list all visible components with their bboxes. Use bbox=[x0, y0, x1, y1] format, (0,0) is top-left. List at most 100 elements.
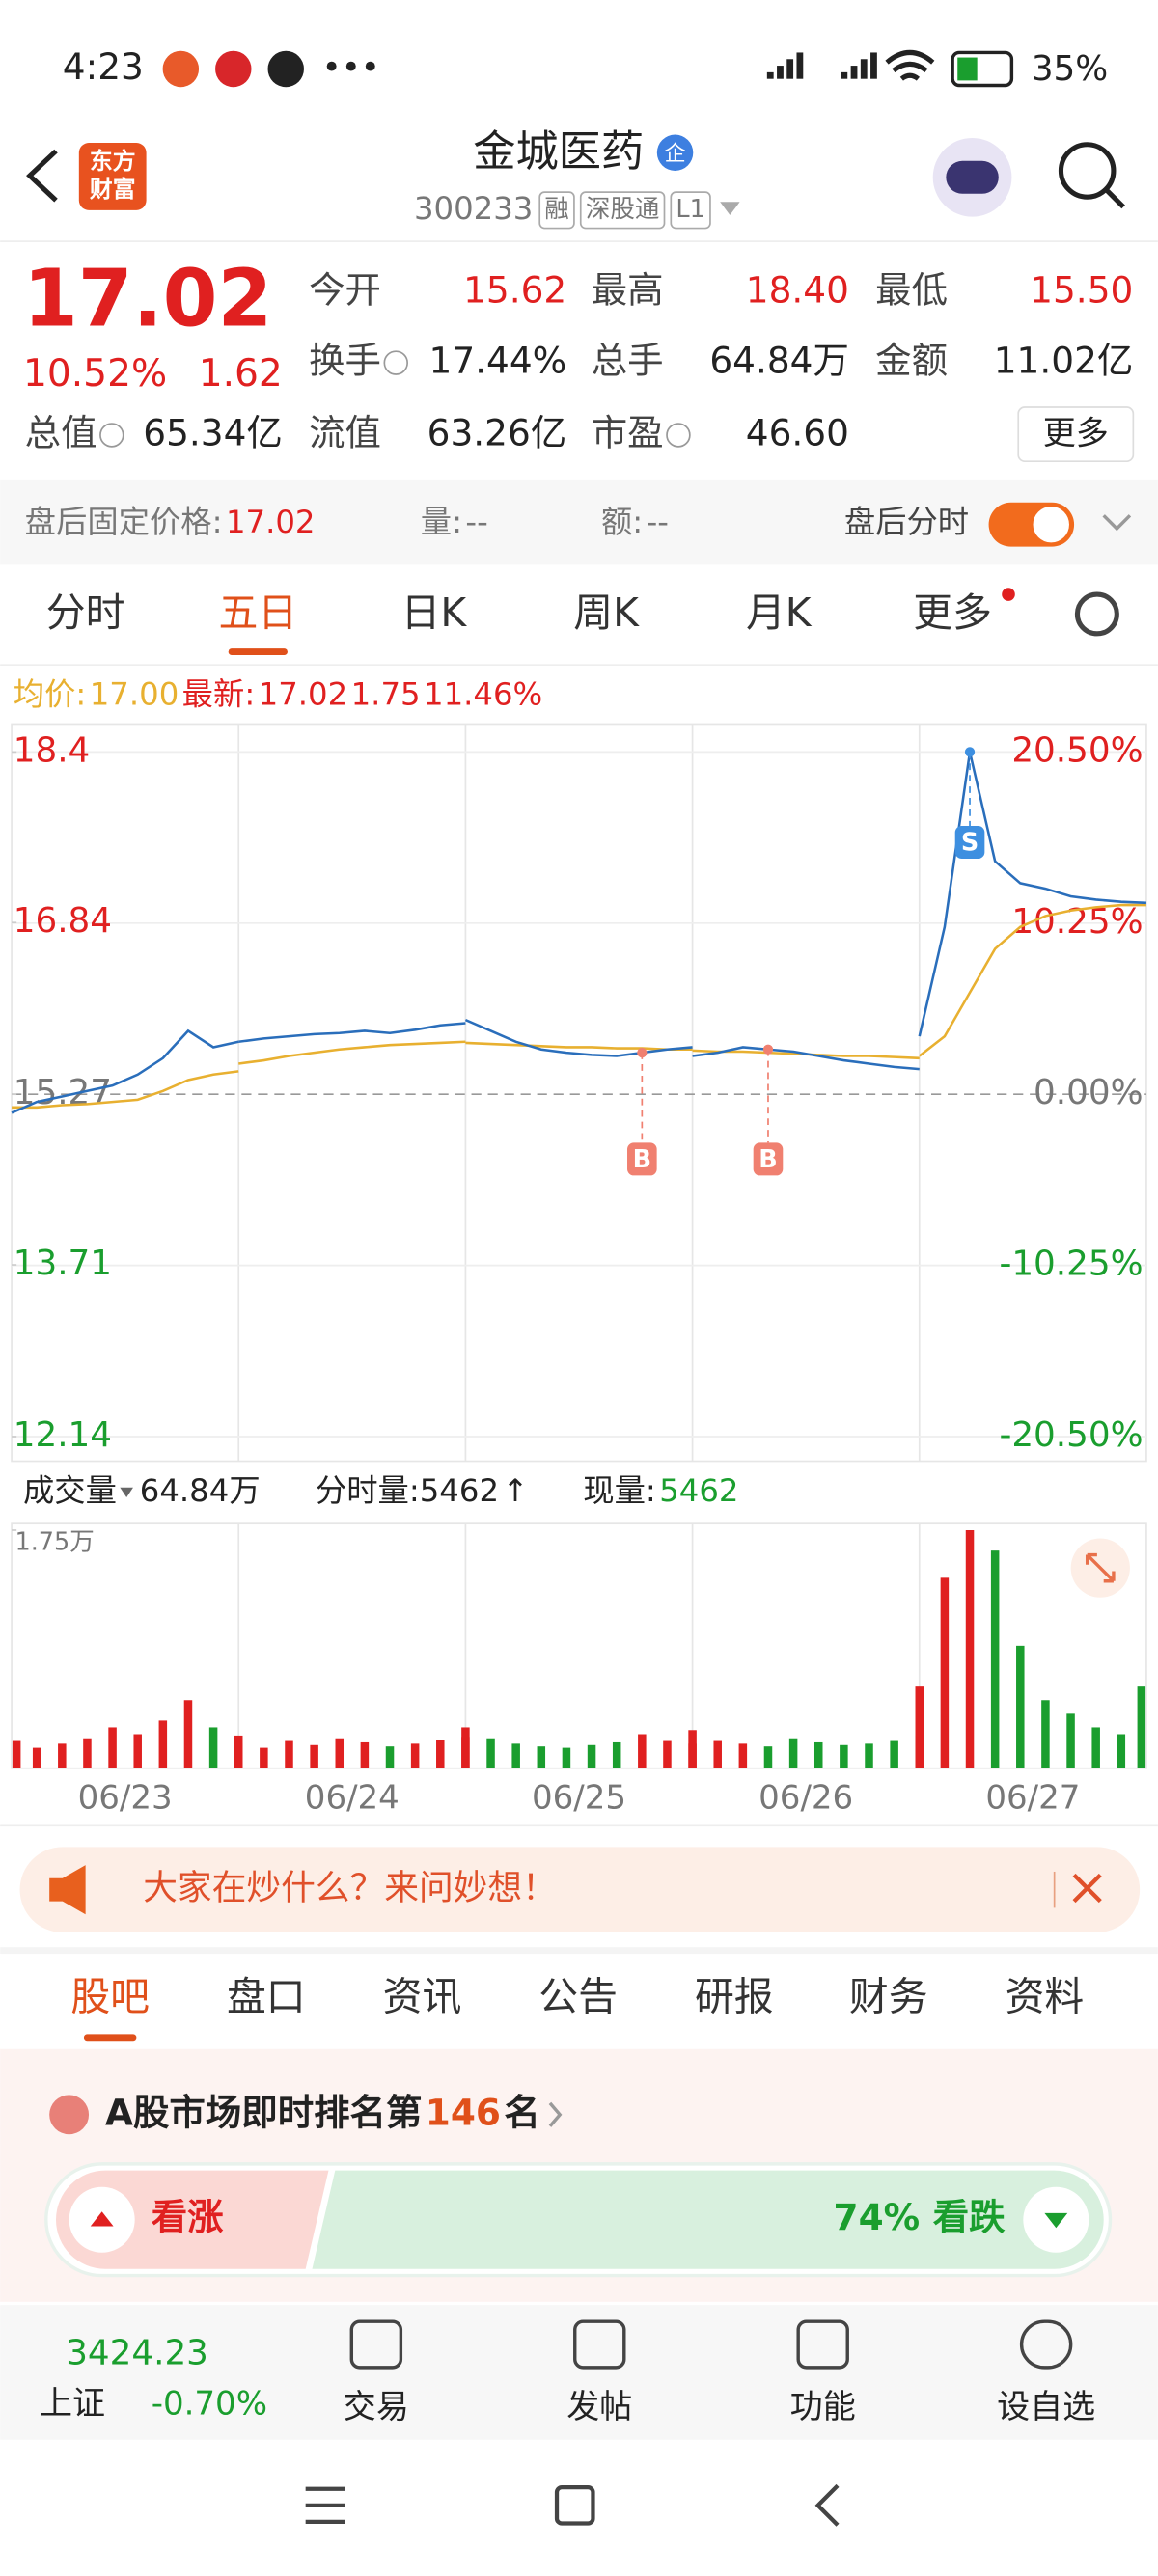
nav-icon bbox=[1019, 2319, 1073, 2370]
volume-bar bbox=[763, 1746, 773, 1768]
expand-icon bbox=[1085, 1552, 1116, 1583]
close-icon[interactable] bbox=[1072, 1873, 1102, 1904]
avg-line bbox=[12, 1070, 239, 1110]
info-icon bbox=[99, 423, 124, 448]
price-line bbox=[238, 1022, 466, 1044]
label: 盘后固定价格: bbox=[25, 504, 223, 540]
wifi-icon bbox=[885, 49, 935, 81]
price-line bbox=[11, 1028, 239, 1114]
volume-bar bbox=[1117, 1734, 1126, 1768]
label: 17.02 bbox=[259, 676, 348, 713]
sub-tab[interactable]: 资讯 bbox=[383, 1974, 462, 2020]
sub-tab[interactable]: 财务 bbox=[849, 1974, 928, 2020]
volume-bar bbox=[58, 1743, 67, 1768]
sub-tab[interactable]: 公告 bbox=[538, 1974, 618, 2020]
volume-dropdown bbox=[120, 1487, 133, 1497]
marker-box bbox=[753, 1142, 784, 1176]
volume-bar bbox=[890, 1740, 898, 1768]
last-price: 17.02 bbox=[23, 253, 272, 344]
volume-bar bbox=[915, 1686, 924, 1768]
nav-item[interactable]: 发帖 bbox=[566, 2388, 632, 2426]
label: 17.00 bbox=[90, 676, 179, 713]
label: 5462 bbox=[659, 1472, 738, 1509]
volume-bar bbox=[990, 1550, 1000, 1768]
back-button[interactable] bbox=[26, 149, 58, 203]
volume-bar bbox=[208, 1727, 218, 1768]
banner-text[interactable]: 大家在炒什么？来问妙想！ bbox=[143, 1869, 557, 1908]
x-tick-label: 06/26 bbox=[758, 1779, 853, 1818]
nav-item[interactable]: 交易 bbox=[344, 2388, 409, 2426]
nav-item[interactable]: 设自选 bbox=[997, 2388, 1095, 2426]
battery-level: 35% bbox=[1032, 49, 1108, 89]
marker-dot bbox=[762, 1044, 774, 1055]
band bbox=[0, 479, 1158, 565]
avg-line bbox=[465, 1041, 693, 1051]
volume-bar bbox=[1041, 1700, 1050, 1768]
volume-bar bbox=[587, 1744, 596, 1768]
tab[interactable]: 分时 bbox=[46, 589, 125, 636]
status-icon bbox=[215, 50, 252, 88]
field-value: 64.84万 bbox=[709, 340, 849, 382]
more-button-text[interactable]: 更多 bbox=[1043, 414, 1109, 452]
nav-item[interactable]: 功能 bbox=[790, 2388, 856, 2426]
sub-tab[interactable]: 研报 bbox=[695, 1974, 774, 2020]
bear-label: 看跌 bbox=[933, 2196, 1006, 2238]
marker-box bbox=[627, 1142, 657, 1176]
home-button[interactable] bbox=[554, 2484, 595, 2526]
volume-tick-label: 1.75万 bbox=[14, 1528, 94, 1557]
volume-bar bbox=[335, 1738, 345, 1768]
volume-bar bbox=[410, 1743, 420, 1768]
back-nav[interactable] bbox=[814, 2483, 840, 2527]
volume-bar bbox=[663, 1740, 672, 1768]
label: 现量: bbox=[583, 1472, 656, 1509]
volume-bar bbox=[1066, 1713, 1075, 1768]
menu-button[interactable] bbox=[305, 2486, 345, 2524]
signal-bar bbox=[786, 59, 794, 79]
bull-label: 看涨 bbox=[152, 2196, 224, 2238]
volume-bar bbox=[234, 1743, 243, 1768]
volume-bar bbox=[788, 1738, 798, 1768]
field-value: 17.44% bbox=[429, 340, 567, 382]
bottom-nav bbox=[0, 2305, 1158, 2440]
signal-bar bbox=[777, 66, 784, 79]
tab[interactable]: 月K bbox=[746, 589, 813, 636]
field-value: 46.60 bbox=[746, 411, 849, 453]
volume-bar bbox=[965, 1530, 975, 1768]
bull-bar[interactable] bbox=[56, 2170, 329, 2269]
volume-bar bbox=[813, 1741, 823, 1768]
banner[interactable] bbox=[19, 1847, 1141, 1932]
sub-tab[interactable]: 股吧 bbox=[70, 1974, 150, 2020]
volume-bar bbox=[840, 1744, 848, 1768]
volume-bar bbox=[461, 1727, 470, 1768]
volume-bar bbox=[183, 1700, 193, 1768]
field-label: 换手 bbox=[309, 340, 381, 382]
tab[interactable]: 更多 bbox=[913, 589, 992, 636]
bear-bar[interactable] bbox=[312, 2170, 1104, 2269]
label: 146 bbox=[426, 2091, 501, 2133]
up-arrow bbox=[90, 2211, 114, 2227]
field-label: 总值 bbox=[25, 411, 97, 453]
tag-border bbox=[538, 191, 575, 230]
volume-bar bbox=[511, 1743, 520, 1768]
label: 名 bbox=[504, 2091, 539, 2133]
search-icon[interactable] bbox=[1058, 142, 1117, 200]
stock-tag: L1 bbox=[676, 195, 704, 224]
volume-bar bbox=[688, 1730, 697, 1768]
tab[interactable]: 五日 bbox=[218, 589, 297, 636]
sub-tab[interactable]: 盘口 bbox=[227, 1974, 306, 2020]
tab[interactable]: 日K bbox=[401, 589, 468, 636]
index-name: 上证 bbox=[40, 2385, 105, 2424]
volume-bar bbox=[32, 1747, 41, 1768]
tab-underline bbox=[228, 648, 288, 655]
change: 1.62 bbox=[199, 352, 283, 396]
label: 64.84万 bbox=[140, 1472, 261, 1509]
more-button[interactable] bbox=[1017, 406, 1135, 463]
status-icon bbox=[162, 50, 200, 88]
volume-bar bbox=[537, 1746, 546, 1768]
tab[interactable]: 周K bbox=[573, 589, 640, 636]
battery-fill bbox=[957, 57, 978, 81]
sub-tab[interactable]: 资料 bbox=[1006, 1974, 1085, 2020]
settings-icon[interactable] bbox=[1074, 591, 1119, 637]
volume-bar bbox=[108, 1727, 117, 1768]
